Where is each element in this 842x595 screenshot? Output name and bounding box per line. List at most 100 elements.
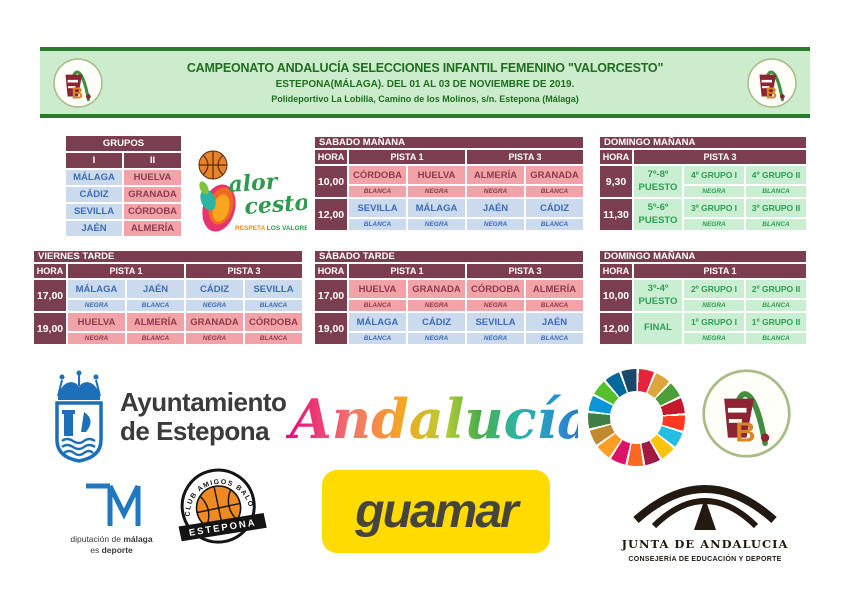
table-title: DOMINGO MAÑANA <box>600 137 806 148</box>
ayuntamiento-text: Ayuntamiento de Estepona <box>120 387 287 445</box>
kit-cell: NEGRA <box>467 300 524 311</box>
team-cell: HUELVA <box>68 313 125 331</box>
stage-cell: 7º-8º PUESTO <box>634 166 682 197</box>
kit-cell: BLANCA <box>526 333 583 344</box>
kit-cell: BLANCA <box>746 219 806 230</box>
kit-cell: BLANCA <box>349 186 406 197</box>
team-cell: SEVILLA <box>467 313 524 331</box>
team-cell: 3º GRUPO II <box>746 199 806 217</box>
estepona-crest-icon <box>55 370 103 463</box>
pista-1-header: PISTA 1 <box>349 150 465 164</box>
team-cell: CÁDIZ <box>408 313 465 331</box>
time-cell: 11,30 <box>600 199 632 230</box>
kit-cell: NEGRA <box>408 186 465 197</box>
team-cell: SEVILLA <box>245 280 302 298</box>
team-cell: ALMERÍA <box>526 280 583 298</box>
kit-cell: BLANCA <box>349 300 406 311</box>
junta-line2: CONSEJERÍA DE EDUCACIÓN Y DEPORTE <box>628 554 781 563</box>
cab-estepona-logo: CLUB AMIGOS BALONCESTO ESTEPONA <box>167 456 269 544</box>
table-title: DOMINGO MAÑANA <box>600 251 806 262</box>
team-cell: 4º GRUPO II <box>746 166 806 184</box>
hora-header: HORA <box>315 150 347 164</box>
kit-cell: NEGRA <box>68 300 125 311</box>
kit-cell: NEGRA <box>467 333 524 344</box>
kit-cell: BLANCA <box>526 186 583 197</box>
team-cell: MÁLAGA <box>349 313 406 331</box>
table-domingo-manana-pista3: DOMINGO MAÑANA HORA PISTA 3 9,30 7º-8º P… <box>600 137 806 230</box>
diputacion-line1: diputación de málaga <box>70 534 153 544</box>
table-domingo-manana-pista1: DOMINGO MAÑANA HORA PISTA 1 10,00 3º-4º … <box>600 251 806 344</box>
team-cell: CÓRDOBA <box>245 313 302 331</box>
time-cell: 12,00 <box>315 199 347 230</box>
stage-cell: 5º-6º PUESTO <box>634 199 682 230</box>
team-cell: 2º GRUPO II <box>746 280 806 298</box>
fab-logo-right <box>746 57 798 109</box>
team-cell: ALMERÍA <box>127 313 184 331</box>
time-cell: 19,00 <box>34 313 66 344</box>
junta-andalucia-logo: JUNTA DE ANDALUCIA CONSEJERÍA DE EDUCACI… <box>621 485 787 563</box>
guamar-logo: guamar <box>322 470 550 553</box>
diputacion-malaga-logo: diputación de málaga es deporte <box>44 476 179 555</box>
team-cell: GRANADA <box>526 166 583 184</box>
kit-cell: NEGRA <box>684 333 744 344</box>
kit-cell: NEGRA <box>467 219 524 230</box>
kit-cell: NEGRA <box>684 186 744 197</box>
group-cell: CÁDIZ <box>66 187 122 202</box>
diputacion-line2: es deporte <box>90 545 133 555</box>
hora-header: HORA <box>315 264 347 278</box>
kit-cell: BLANCA <box>349 333 406 344</box>
pista-3-header: PISTA 3 <box>467 264 583 278</box>
stage-line-2: PUESTO <box>638 214 678 226</box>
table-title: SÁBADO TARDE <box>315 251 583 262</box>
kit-cell: BLANCA <box>746 186 806 197</box>
team-cell: CÓRDOBA <box>467 280 524 298</box>
time-cell: 12,00 <box>600 313 632 344</box>
andalucia-script-text: Andalucía <box>286 387 578 451</box>
ayuntamiento-line1: Ayuntamiento <box>120 387 287 418</box>
valorcesto-word-2: cesto <box>244 190 307 220</box>
stage-line-1: 3º-4º <box>647 283 669 295</box>
kit-cell: NEGRA <box>408 219 465 230</box>
stage-line-1: 5º-6º <box>647 202 669 214</box>
pista-3-header: PISTA 3 <box>634 150 806 164</box>
team-cell: CÁDIZ <box>186 280 243 298</box>
andalucia-logo: Andalucía <box>286 387 578 451</box>
pista-3-header: PISTA 3 <box>467 150 583 164</box>
fab-logo-left <box>52 57 104 109</box>
hora-header: HORA <box>600 150 632 164</box>
hora-header: HORA <box>600 264 632 278</box>
time-cell: 17,00 <box>315 280 347 311</box>
group-cell: GRANADA <box>124 187 181 202</box>
diputacion-m-icon <box>85 483 140 526</box>
team-cell: GRANADA <box>408 280 465 298</box>
stage-cell: FINAL <box>634 313 682 344</box>
table-title: VIERNES TARDE <box>34 251 302 262</box>
kit-cell: BLANCA <box>746 333 806 344</box>
ayuntamiento-estepona-logo: Ayuntamiento de Estepona <box>48 370 287 464</box>
stage-line-2: PUESTO <box>638 295 678 307</box>
team-cell: 3º GRUPO I <box>684 199 744 217</box>
group-cell: MÁLAGA <box>66 170 122 185</box>
kit-cell: BLANCA <box>526 219 583 230</box>
page-venue: Polideportivo La Lobilla, Camino de los … <box>271 94 579 104</box>
pista-3-header: PISTA 3 <box>186 264 302 278</box>
team-cell: MÁLAGA <box>408 199 465 217</box>
valorcesto-word-1: alor <box>228 169 280 198</box>
page-subtitle: ESTEPONA(MÁLAGA). DEL 01 AL 03 DE NOVIEM… <box>275 79 575 90</box>
kit-cell: NEGRA <box>467 186 524 197</box>
group-2-header: II <box>124 153 181 168</box>
time-cell: 10,00 <box>600 280 632 311</box>
kit-cell: BLANCA <box>526 300 583 311</box>
group-cell: ALMERÍA <box>124 221 181 236</box>
kit-cell: NEGRA <box>684 219 744 230</box>
kit-cell: NEGRA <box>684 300 744 311</box>
team-cell: JAÉN <box>467 199 524 217</box>
stage-line-2: PUESTO <box>638 181 678 193</box>
groups-title: GRUPOS <box>66 136 181 151</box>
kit-cell: NEGRA <box>186 300 243 311</box>
pista-1-header: PISTA 1 <box>68 264 184 278</box>
time-cell: 9,30 <box>600 166 632 197</box>
